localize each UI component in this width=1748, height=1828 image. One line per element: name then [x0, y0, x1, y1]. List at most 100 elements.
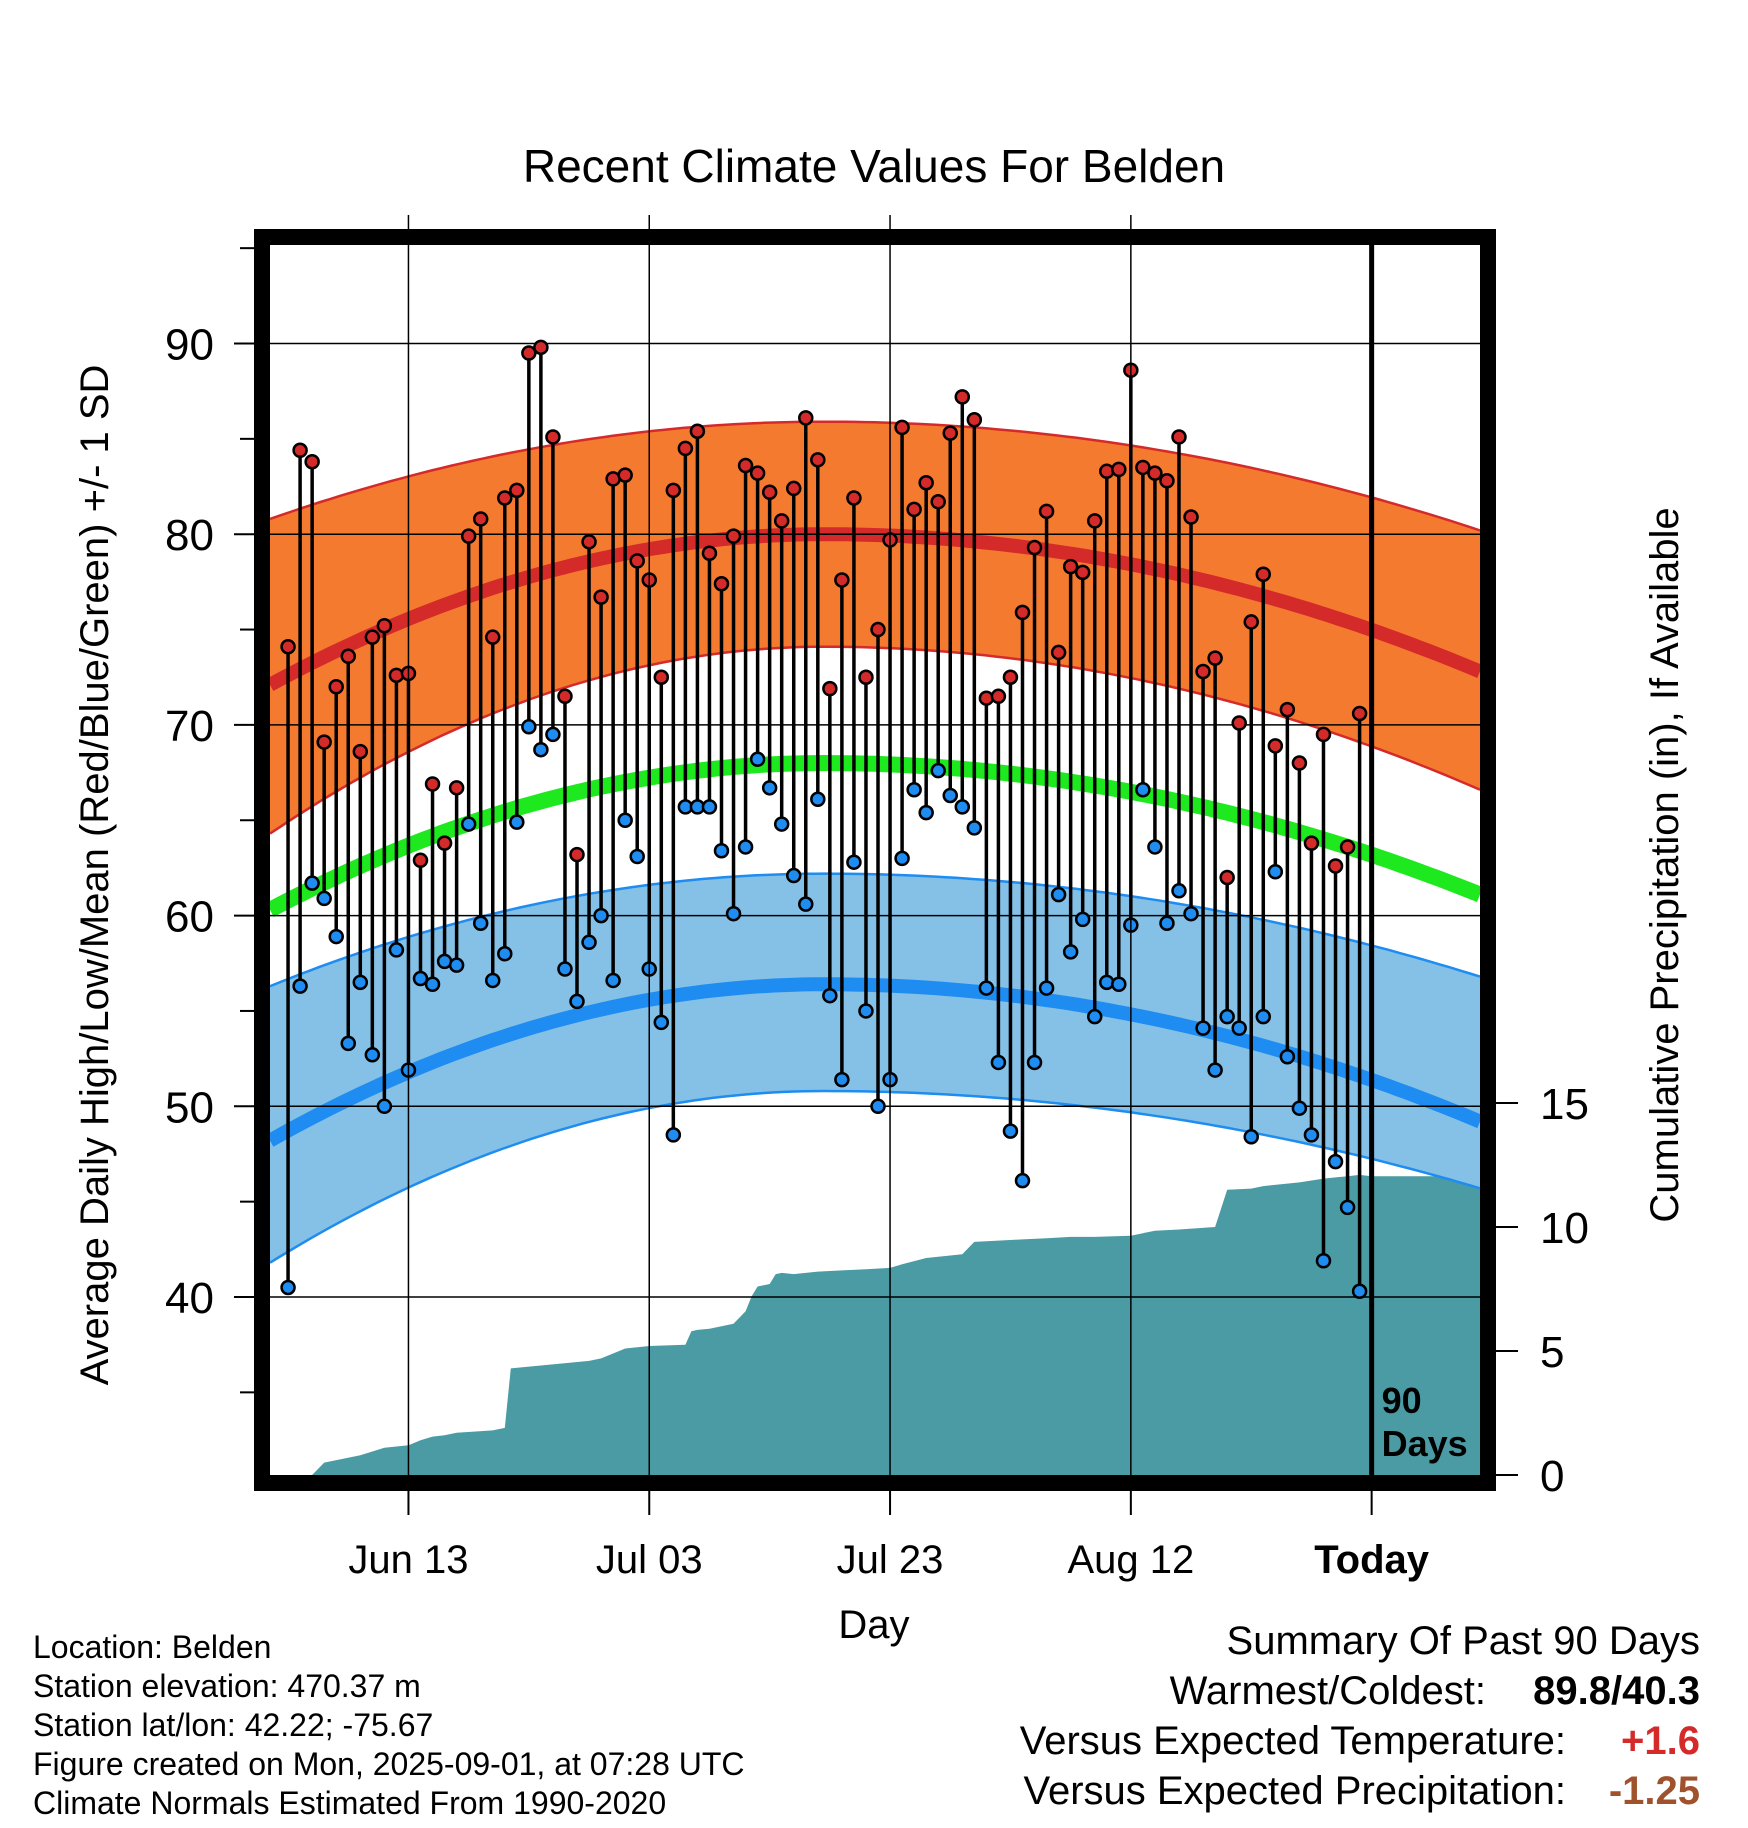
low-point [1183, 905, 1199, 922]
y-axis-label-right: Cumulative Precipitation (in), If Availa… [1643, 507, 1687, 1222]
high-point [472, 511, 489, 527]
low-point [593, 907, 609, 924]
low-point [292, 978, 308, 994]
low-point [665, 1127, 682, 1143]
high-point [533, 339, 549, 356]
y-axis-label-left: Average Daily High/Low/Mean (Red/Blue/Gr… [73, 365, 117, 1386]
high-point [1267, 738, 1284, 754]
high-point [749, 465, 766, 481]
high-point [894, 419, 910, 436]
high-point [1014, 604, 1031, 621]
low-point [1086, 1008, 1103, 1025]
today-marker-label-line1: 90 [1382, 1380, 1422, 1421]
x-tick-label: Aug 12 [1067, 1538, 1194, 1582]
low-point [1351, 1283, 1368, 1300]
high-point [737, 457, 754, 474]
normals-line: Climate Normals Estimated From 1990-2020 [33, 1785, 667, 1821]
high-point [545, 429, 561, 445]
high-point [352, 743, 369, 760]
x-tick-label: Jun 13 [348, 1538, 468, 1582]
low-point [798, 896, 814, 912]
low-point [1159, 915, 1175, 931]
plot-inner [270, 339, 1480, 1475]
high-point [1086, 513, 1103, 529]
low-point [569, 993, 585, 1010]
high-point [846, 490, 862, 506]
low-point [954, 799, 971, 815]
latlon-line: Station lat/lon: 42.22; -75.67 [33, 1707, 434, 1743]
low-point [749, 751, 766, 767]
x-tick-label: Today [1314, 1538, 1430, 1582]
precip-area [312, 1174, 1480, 1475]
low-point [1339, 1199, 1356, 1216]
high-point [1074, 564, 1091, 581]
high-point [1050, 644, 1067, 661]
high-point [785, 480, 802, 497]
high-point [340, 648, 357, 664]
low-point [1062, 944, 1079, 960]
y-tick-label-left: 90 [165, 321, 214, 370]
warmest-value: 89.8 [1533, 1669, 1612, 1713]
high-point [1279, 701, 1296, 718]
high-point [930, 494, 946, 510]
low-point [304, 875, 320, 891]
high-point [1062, 558, 1079, 575]
low-point [497, 945, 513, 962]
summary-heading: Summary Of Past 90 Days [1226, 1619, 1700, 1663]
low-point [1135, 781, 1151, 798]
low-point [966, 820, 983, 836]
low-point [737, 839, 754, 855]
high-point [557, 688, 573, 705]
y-tick-label-left: 70 [165, 702, 214, 751]
low-point [328, 928, 344, 945]
low-point [557, 961, 573, 977]
low-point [316, 890, 332, 907]
high-point [1207, 650, 1223, 666]
low-point [521, 719, 537, 735]
high-point [497, 490, 513, 506]
low-point [1243, 1129, 1259, 1145]
high-point [1147, 465, 1163, 481]
precip-value: -1.25 [1608, 1769, 1700, 1813]
low-point [1267, 863, 1284, 880]
y-tick-label-right: 10 [1540, 1204, 1589, 1253]
high-point [1315, 726, 1332, 743]
warmest-coldest-label: Warmest/Coldest: [1169, 1669, 1486, 1713]
summary-temperature: Versus Expected Temperature: +1.6 [1020, 1716, 1700, 1766]
high-point [1171, 429, 1187, 445]
low-point [773, 816, 790, 832]
high-point [918, 474, 934, 491]
high-point [280, 638, 296, 655]
coldest-value: 40.3 [1622, 1669, 1700, 1713]
x-axis-label: Day [838, 1603, 909, 1647]
high-point [1002, 669, 1019, 685]
y-tick-label-right: 15 [1540, 1080, 1589, 1129]
high-point [942, 425, 958, 441]
low-point [1195, 1020, 1211, 1036]
low-point [822, 987, 838, 1004]
high-point [689, 423, 706, 439]
low-point [942, 787, 958, 804]
high-point [509, 482, 525, 499]
high-point [460, 528, 477, 544]
high-point [617, 467, 633, 483]
high-point [581, 534, 597, 550]
low-point [785, 867, 802, 884]
y-tick-label-left: 80 [165, 511, 214, 560]
high-point [1195, 663, 1211, 680]
high-point [424, 776, 441, 792]
y-tick-label-right: 5 [1540, 1328, 1564, 1377]
x-tick-label: Jul 23 [837, 1538, 944, 1582]
today-marker-label-line2: Days [1382, 1423, 1468, 1464]
low-point [340, 1035, 357, 1052]
high-point [665, 482, 682, 499]
high-point [364, 629, 381, 645]
low-point [978, 980, 995, 996]
low-point [364, 1047, 381, 1063]
elevation-line: Station elevation: 470.37 m [33, 1668, 421, 1704]
low-point [388, 942, 405, 958]
high-band-lower-edge [270, 645, 1480, 835]
x-tick-label: Jul 03 [596, 1538, 703, 1582]
low-point [1002, 1123, 1019, 1139]
y-tick-label-left: 50 [165, 1083, 214, 1132]
